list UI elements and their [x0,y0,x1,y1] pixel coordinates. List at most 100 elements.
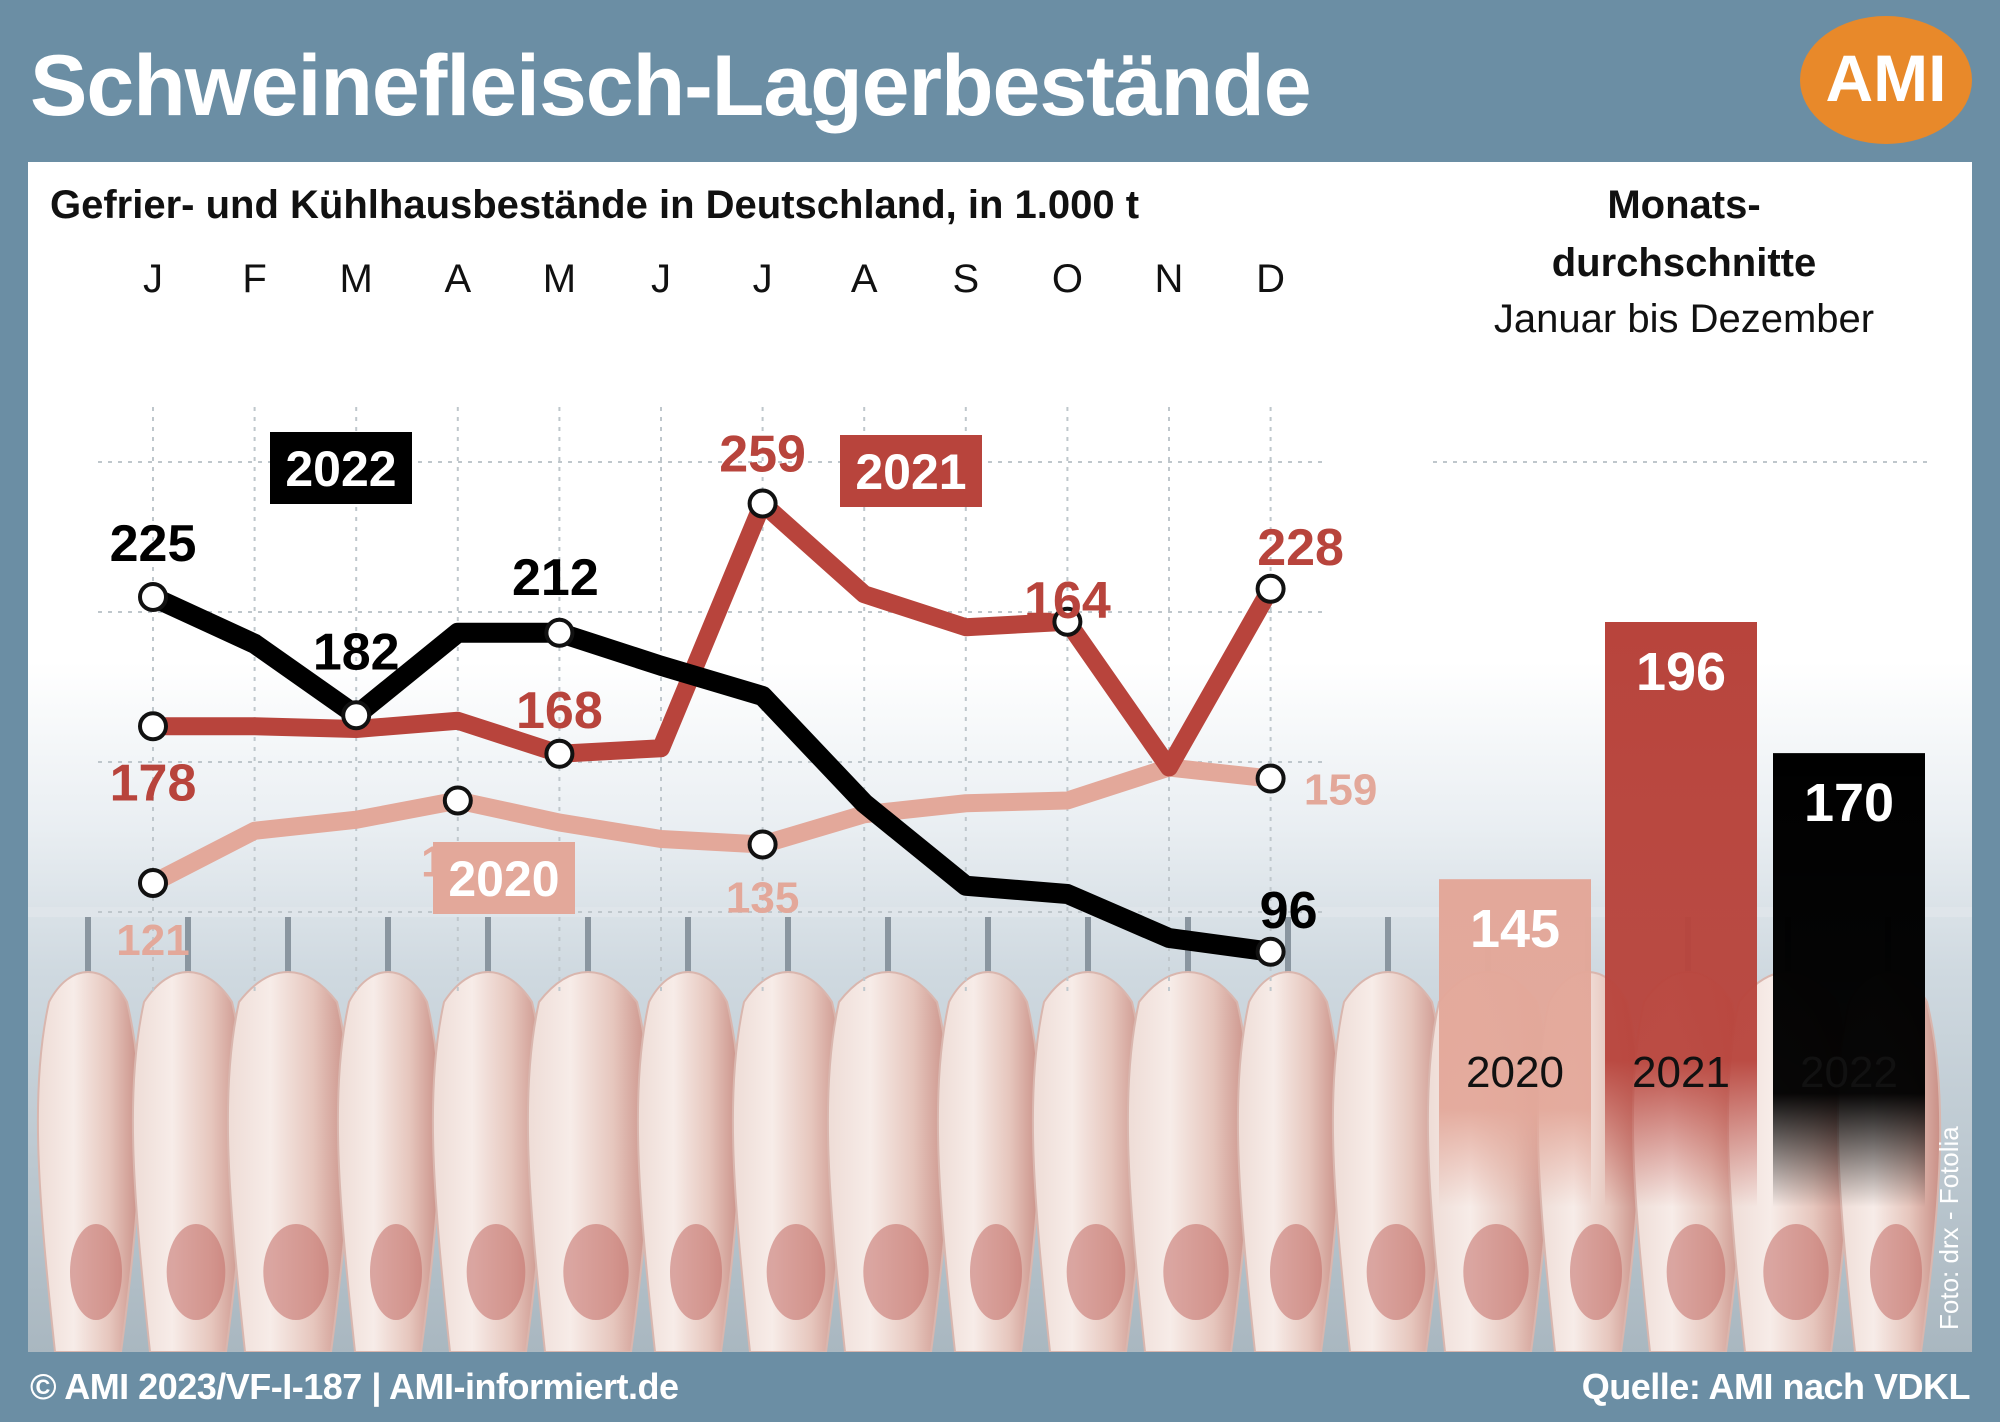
bar-2021: 196 2021 [1605,622,1757,1207]
carcass-meat [970,1224,1022,1320]
carcass [636,917,742,1352]
chart-panel: Gefrier- und Kühlhausbestände in Deutsch… [28,162,1972,1352]
month-tick-label: M [340,257,373,301]
data-point-marker [1255,763,1286,794]
month-tick-label: N [1155,257,1184,301]
carcass-meat [166,1224,226,1320]
photo-credit: Foto: drx - Fotolia [1934,1126,1964,1330]
month-tick-label: J [753,257,773,301]
footer-bar: © AMI 2023/VF-I-187 | AMI-informiert.de … [0,1352,2000,1422]
data-point-marker [442,785,473,816]
page-title: Schweinefleisch-Lagerbestände [30,38,1312,134]
legend-text: 2020 [448,851,559,907]
data-label: 178 [110,754,197,812]
bar-rect [1773,753,1925,1207]
carcass [1331,917,1447,1352]
ami-logo-text: AMI [1825,41,1947,115]
carcass [1126,917,1252,1352]
data-point-marker [747,829,778,860]
legend-box [433,842,575,914]
carcass-meat [670,1224,722,1320]
photo-background [28,907,1972,1352]
carcass-meat [1366,1224,1426,1320]
carcass-meat [766,1224,826,1320]
carcass [336,917,442,1352]
month-tick-label: F [242,257,266,301]
carcass-meat [563,1224,629,1320]
carcass-meat [1570,1224,1622,1320]
bar-rect [1605,622,1757,1207]
series-line-2020 [144,758,1280,892]
month-tick-label: S [952,257,979,301]
carcass-meat [370,1224,422,1320]
data-label: 159 [1304,766,1377,815]
carcass [36,917,142,1352]
carcass-meat [466,1224,526,1320]
data-point-marker [544,617,575,648]
data-label: 259 [719,426,806,484]
bar-value-label: 170 [1804,773,1894,833]
carcass-meat [1066,1224,1126,1320]
month-tick-label: O [1052,257,1083,301]
line-chart-title: Gefrier- und Kühlhausbestände in Deutsch… [50,183,1139,227]
data-point-marker [341,700,372,731]
series-line-2021 [144,494,1280,777]
carcass-meat [1666,1224,1726,1320]
carcass [226,917,352,1352]
data-label: 135 [726,874,799,923]
month-tick-label: A [444,257,471,301]
data-point-marker [1052,606,1083,637]
chart-svg: Gefrier- und Kühlhausbestände in Deutsch… [28,162,1972,1352]
data-label: 225 [110,515,197,573]
ami-logo: AMI [1800,16,1972,144]
data-label: 228 [1257,519,1344,577]
data-label: 212 [512,549,599,607]
legend-box [840,435,982,507]
copyright-text: © AMI 2023/VF-I-187 | AMI-informiert.de [30,1366,679,1407]
carcass-meat [263,1224,329,1320]
bar-chart-title-line2: durchschnitte [1552,241,1816,285]
carcass-meat [1870,1224,1922,1320]
carcass [936,917,1042,1352]
source-text: Quelle: AMI nach VDKL [1581,1366,1971,1407]
legend-text: 2022 [285,441,396,497]
carcass [131,917,247,1352]
bar-category-label: 2020 [1466,1048,1564,1097]
bar-value-label: 196 [1636,642,1726,702]
data-point-marker [138,868,168,898]
month-tick-label: M [543,257,576,301]
bar-2020: 145 2020 [1439,879,1591,1207]
legend-label-2022: 2022 [270,432,412,504]
carcass [431,917,547,1352]
carcass [526,917,652,1352]
carcass [731,917,847,1352]
bar-chart-subtitle: Januar bis Dezember [1494,297,1874,341]
data-label: 164 [1024,572,1111,630]
carcass-meat [70,1224,122,1320]
data-point-marker [544,738,575,769]
month-tick-label: A [851,257,878,301]
bar-chart: 145 2020 196 2021 170 2022 [1439,622,1925,1207]
bar-rect [1439,879,1591,1207]
bar-category-label: 2021 [1632,1048,1730,1097]
month-tick-label: J [143,257,163,301]
line-series: 1211511351591781682591642282251822129620… [110,426,1377,967]
data-point-marker [138,582,168,612]
bar-chart-title-line1: Monats- [1607,183,1760,227]
legend-box [270,432,412,504]
data-point-marker [1255,936,1286,967]
legend-label-2020: 2020 [433,842,575,914]
carcass-meat [1463,1224,1529,1320]
carcass [1236,917,1342,1352]
data-point-marker [747,488,778,519]
carcass-meat [1163,1224,1229,1320]
data-label: 96 [1260,882,1318,940]
month-tick-label: J [651,257,671,301]
data-label: 182 [313,623,400,681]
legend-text: 2021 [855,444,966,500]
carcass-meat [1763,1224,1829,1320]
carcass-meat [1270,1224,1322,1320]
series-line-2022 [143,587,1281,962]
bar-category-label: 2022 [1800,1048,1898,1097]
